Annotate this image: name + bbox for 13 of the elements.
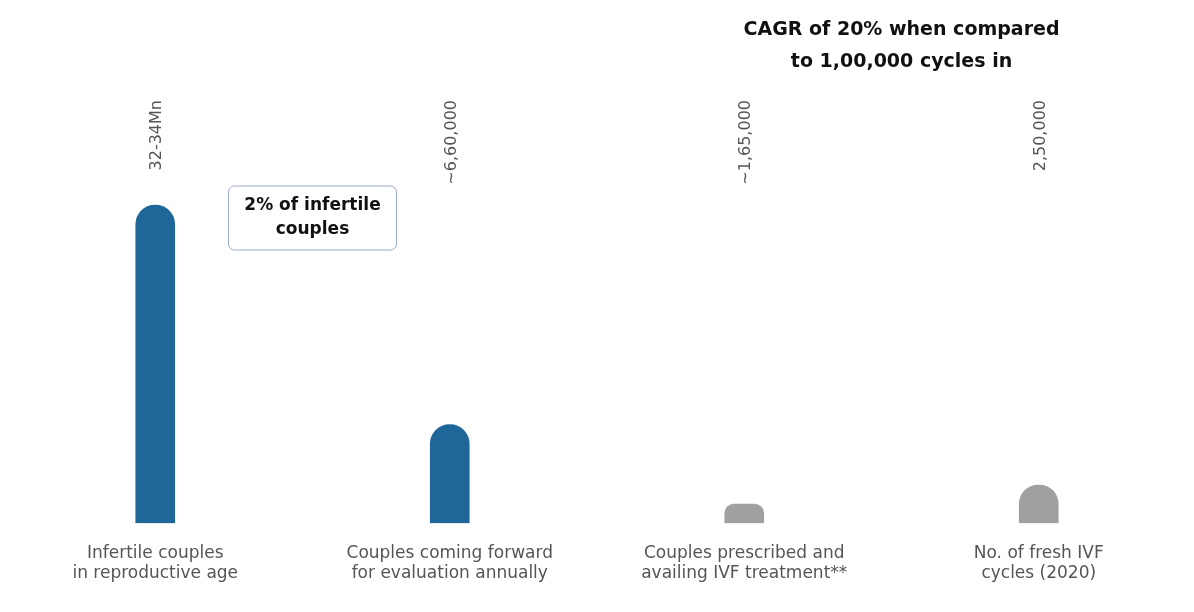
x-tick-label: Couples coming forward for evaluation annually — [346, 541, 553, 583]
x-tick-label: No. of fresh IVF cycles (2020) — [973, 541, 1104, 583]
bar — [724, 503, 765, 524]
text: 32-34Mn — [146, 100, 166, 171]
text: 2,50,000 — [1029, 100, 1049, 172]
bar — [429, 424, 470, 524]
text: CAGR of 20% when compared to 1,00,000 cycles in — [743, 16, 1060, 71]
x-tick-label: Infertile couples in reproductive age — [72, 541, 239, 583]
x-tick-label: Couples prescribed and availing IVF treatment** — [641, 541, 848, 583]
text: ~6,60,000 — [440, 100, 460, 185]
bar — [135, 204, 176, 524]
text: ~1,65,000 — [735, 100, 755, 185]
annotation: 2% of infertile couples — [244, 194, 381, 239]
